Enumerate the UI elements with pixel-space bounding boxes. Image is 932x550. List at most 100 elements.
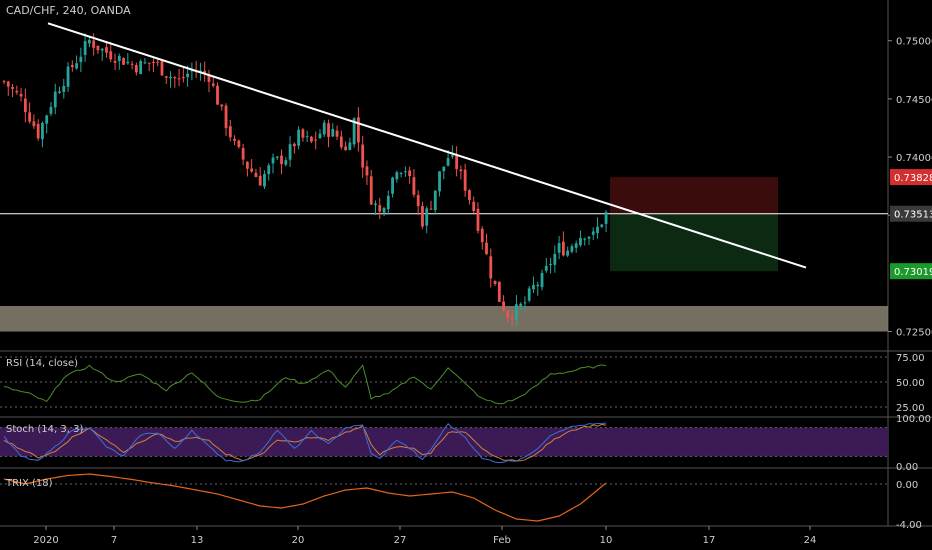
candle-body <box>549 263 552 265</box>
candle-body <box>164 76 168 78</box>
candle-body <box>583 238 587 240</box>
candle-body <box>450 155 454 157</box>
candle-body <box>233 138 236 141</box>
candle-body <box>429 208 433 210</box>
candle-body <box>335 130 339 137</box>
candle-body <box>79 56 83 62</box>
candle-body <box>352 118 356 145</box>
candle-body <box>28 112 32 122</box>
time-tick-label: Feb <box>493 535 511 546</box>
trix-line <box>3 473 607 522</box>
rsi-tick-label: 25.00 <box>896 403 925 414</box>
candle-body <box>70 65 74 68</box>
price-label-text: 0.73513 <box>894 210 932 221</box>
candle-body <box>267 165 271 175</box>
candle-body <box>2 81 6 83</box>
candle-body <box>169 76 172 79</box>
candle-body <box>280 155 283 165</box>
candle-body <box>237 140 241 147</box>
candle-body <box>489 256 493 279</box>
take-profit-zone <box>610 213 778 272</box>
candle-body <box>365 166 369 176</box>
time-tick-label: 2020 <box>33 535 58 546</box>
candle-body <box>109 51 113 60</box>
candle-body <box>600 224 604 227</box>
candle-body <box>497 281 501 302</box>
stoch-k-line <box>3 422 607 464</box>
candle-body <box>502 301 505 311</box>
candle-body <box>561 241 565 256</box>
candle-body <box>117 55 121 62</box>
candle-body <box>143 62 147 64</box>
candle-body <box>177 78 181 80</box>
candle-body <box>532 284 535 290</box>
candle-body <box>62 86 66 92</box>
candle-body <box>472 201 476 212</box>
candle-body <box>433 190 437 211</box>
support-zone <box>0 305 888 332</box>
candle-body <box>314 139 318 141</box>
candle-body <box>186 73 190 78</box>
candle-body <box>310 136 313 142</box>
candle-body <box>216 85 219 105</box>
candle-body <box>152 62 155 64</box>
rsi-tick-label: 75.00 <box>896 353 925 364</box>
candle-body <box>348 142 352 151</box>
candle-body <box>510 317 514 319</box>
candle-body <box>83 41 87 56</box>
candle-body <box>523 302 527 304</box>
time-tick-label: 10 <box>600 535 613 546</box>
candle-body <box>254 172 258 177</box>
candle-body <box>408 170 412 177</box>
candle-body <box>468 190 471 200</box>
candle-body <box>570 246 574 252</box>
candle-body <box>15 90 19 93</box>
stop-loss-zone <box>610 177 778 214</box>
candle-body <box>339 136 343 148</box>
candle-body <box>224 105 228 129</box>
candle-body <box>446 158 450 166</box>
trix-tick-label: 0.00 <box>896 480 918 491</box>
time-tick-label: 24 <box>804 535 817 546</box>
trix-label: TRIX (18) <box>5 478 53 489</box>
candle-body <box>288 144 292 160</box>
candle-body <box>403 171 407 173</box>
candle-body <box>301 129 305 138</box>
candle-body <box>147 62 151 64</box>
candle-body <box>382 208 386 213</box>
stoch-band <box>0 427 888 457</box>
candle-body <box>258 175 262 186</box>
candle-body <box>374 203 377 206</box>
candle-body <box>41 122 44 140</box>
time-tick-label: 17 <box>703 535 716 546</box>
candle-body <box>455 155 459 170</box>
candle-body <box>203 70 207 75</box>
candle-body <box>156 61 160 63</box>
candle-body <box>75 63 78 69</box>
candle-body <box>591 231 595 235</box>
candle-body <box>519 303 523 307</box>
candle-body <box>245 161 249 169</box>
stoch-label: Stoch (14, 3, 3) <box>6 424 83 435</box>
candle-body <box>173 77 177 79</box>
descending-trendline <box>47 22 807 269</box>
candle-body <box>139 61 143 75</box>
candle-body <box>463 169 467 191</box>
candle-body <box>105 47 108 53</box>
candle-body <box>297 129 301 146</box>
candle-body <box>134 65 138 73</box>
candle-body <box>331 129 335 137</box>
rsi-line <box>3 364 607 405</box>
price-label-text: 0.73828 <box>894 173 932 184</box>
candle-body <box>416 195 420 207</box>
price-label-box <box>890 169 932 186</box>
candle-body <box>292 143 296 147</box>
candle-body <box>49 106 53 114</box>
candle-body <box>58 91 61 93</box>
candle-body <box>344 146 347 151</box>
candle-body <box>412 177 416 195</box>
